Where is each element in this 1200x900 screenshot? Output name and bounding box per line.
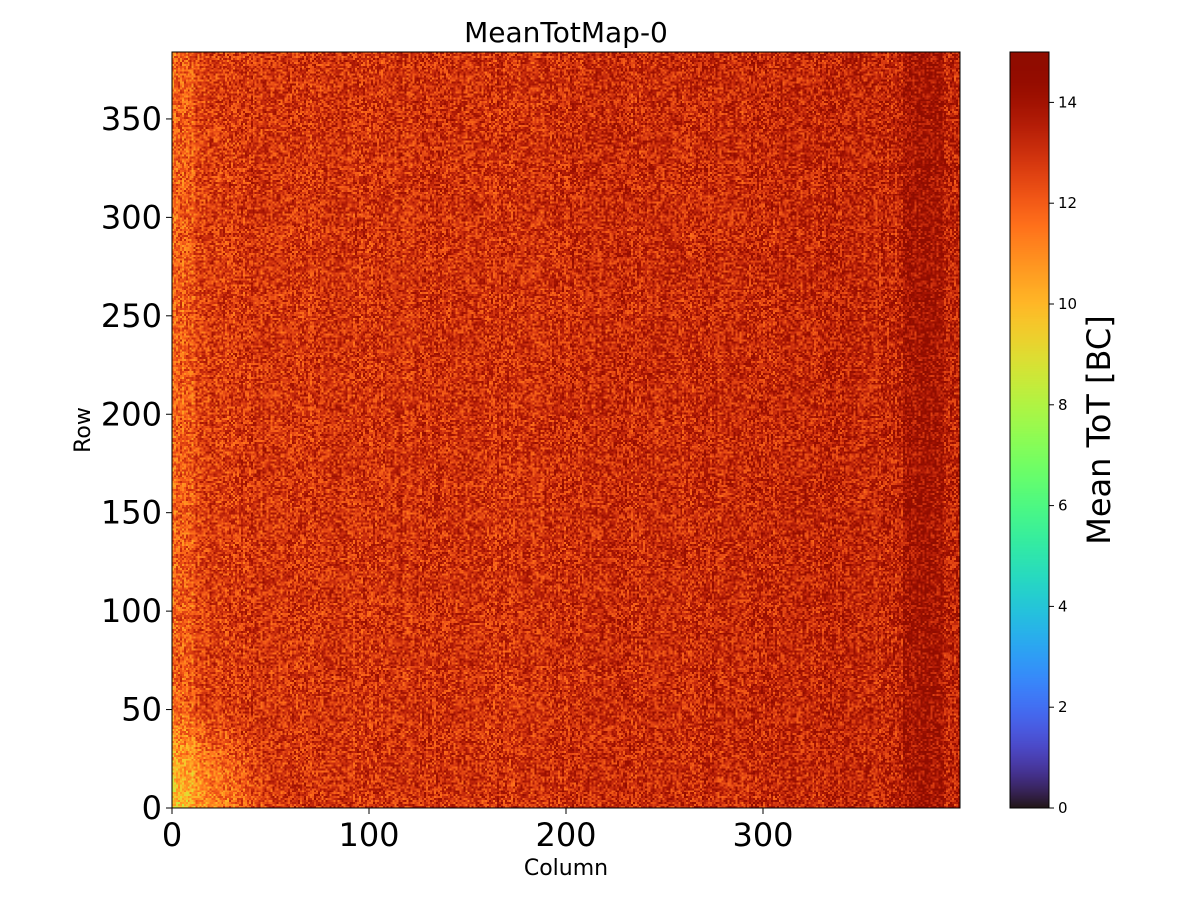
x-tick-label: 0: [162, 816, 182, 854]
y-tick-label: 150: [101, 494, 162, 532]
heatmap-image: [172, 52, 960, 808]
x-axis-label: Column: [524, 856, 608, 881]
x-tick-label: 300: [732, 816, 793, 854]
y-tick-label: 250: [101, 297, 162, 335]
y-tick-label: 100: [101, 592, 162, 630]
colorbar-tick-label: 4: [1058, 597, 1068, 615]
x-ticks: 0 100 200 300: [162, 808, 794, 854]
colorbar-ticks: 0 2 4 6 8 10 12 14: [1049, 93, 1077, 817]
y-tick-label: 350: [101, 100, 162, 138]
colorbar-tick-label: 10: [1058, 295, 1077, 313]
y-tick-label: 0: [142, 789, 162, 827]
colorbar-tick-label: 2: [1058, 698, 1068, 716]
chart-title: MeanTotMap-0: [464, 16, 668, 49]
y-axis-label: Row: [71, 407, 96, 453]
plot-frame: [171, 51, 961, 809]
colorbar-tick-label: 12: [1058, 194, 1077, 212]
colorbar-frame: [1009, 51, 1050, 809]
colorbar-tick-label: 6: [1058, 497, 1068, 515]
colorbar-tick-label: 0: [1058, 799, 1068, 817]
y-tick-label: 50: [121, 691, 162, 729]
colorbar-tick-label: 8: [1058, 396, 1068, 414]
y-tick-label: 300: [101, 198, 162, 236]
x-tick-label: 100: [338, 816, 399, 854]
y-ticks: 0 50 100 150 200 250 300 350: [101, 100, 172, 827]
y-tick-label: 200: [101, 395, 162, 433]
x-tick-label: 200: [535, 816, 596, 854]
colorbar-tick-label: 14: [1058, 93, 1077, 111]
colorbar-label: Mean ToT [BC]: [1080, 315, 1118, 544]
colorbar-gradient: [1010, 52, 1049, 808]
